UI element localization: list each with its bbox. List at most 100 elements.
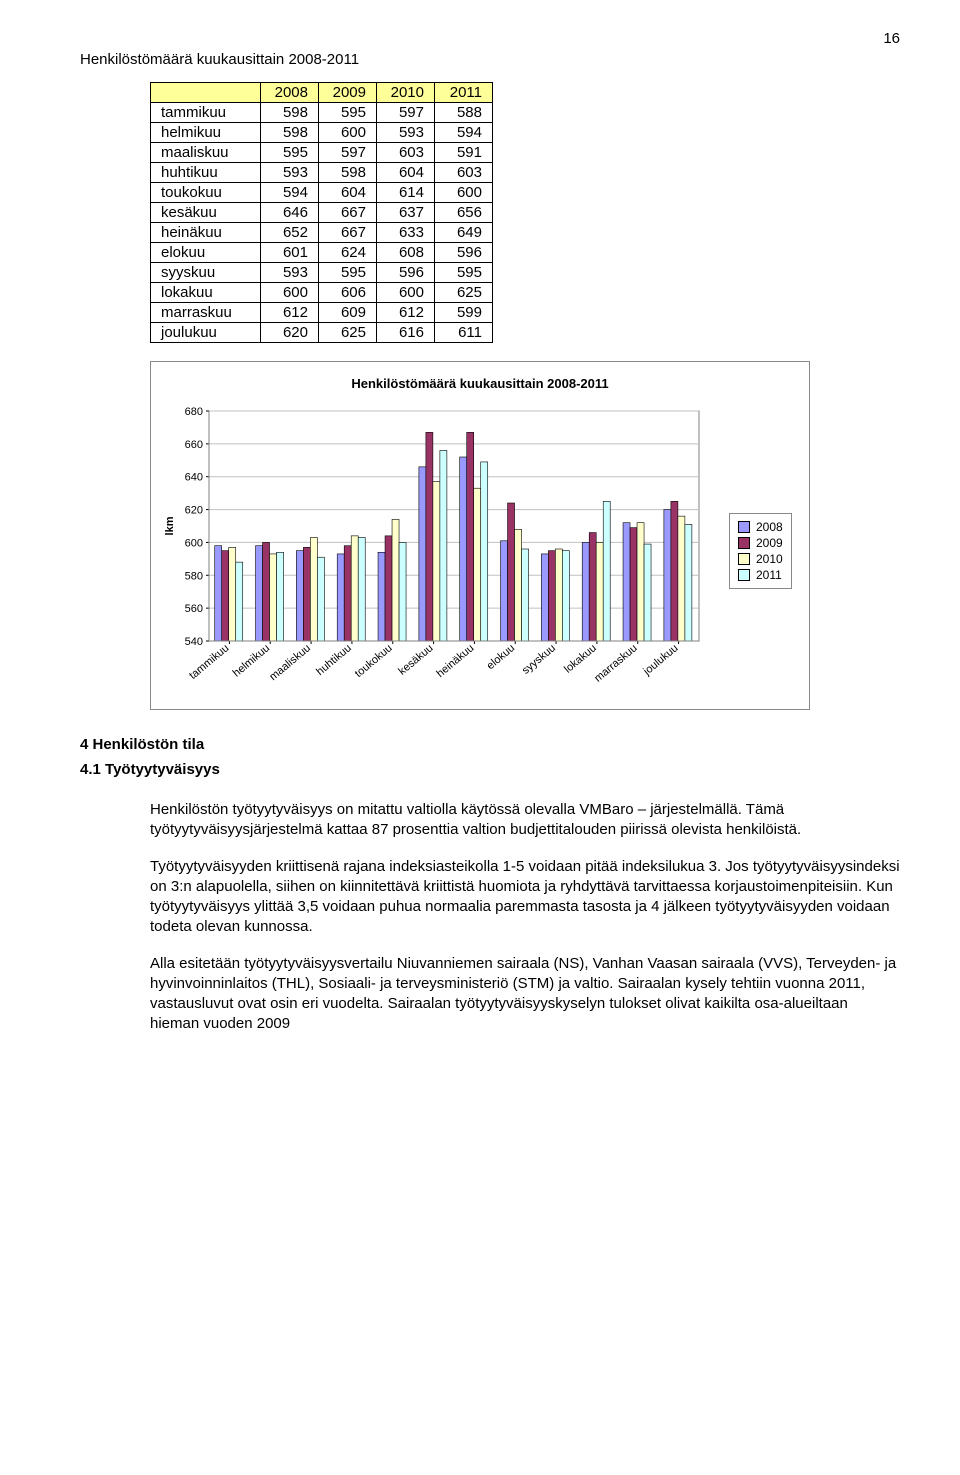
- table-row: syyskuu593595596595: [151, 263, 493, 283]
- table-row: kesäkuu646667637656: [151, 203, 493, 223]
- legend-label: 2011: [756, 568, 782, 582]
- row-label: tammikuu: [151, 103, 261, 123]
- row-label: syyskuu: [151, 263, 261, 283]
- table-cell: 596: [377, 263, 435, 283]
- table-cell: 612: [261, 303, 319, 323]
- svg-text:620: 620: [185, 505, 203, 517]
- table-cell: 609: [319, 303, 377, 323]
- table-cell: 593: [261, 163, 319, 183]
- chart-container: Henkilöstömäärä kuukausittain 2008-2011 …: [150, 361, 810, 710]
- table-cell: 604: [377, 163, 435, 183]
- data-table: 2008 2009 2010 2011 tammikuu598595597588…: [150, 82, 493, 343]
- row-label: helmikuu: [151, 123, 261, 143]
- table-cell: 598: [319, 163, 377, 183]
- table-cell: 608: [377, 243, 435, 263]
- row-label: kesäkuu: [151, 203, 261, 223]
- row-label: toukokuu: [151, 183, 261, 203]
- table-cell: 600: [435, 183, 493, 203]
- table-cell: 596: [435, 243, 493, 263]
- table-cell: 600: [261, 283, 319, 303]
- table-cell: 603: [435, 163, 493, 183]
- svg-text:540: 540: [185, 636, 203, 648]
- legend-item: 2009: [738, 536, 783, 550]
- table-row: toukokuu594604614600: [151, 183, 493, 203]
- svg-text:joulukuu: joulukuu: [641, 642, 681, 678]
- svg-text:heinäkuu: heinäkuu: [434, 642, 476, 680]
- svg-text:lkm: lkm: [164, 516, 176, 535]
- row-label: elokuu: [151, 243, 261, 263]
- svg-text:tammikuu: tammikuu: [187, 642, 231, 682]
- svg-text:660: 660: [185, 439, 203, 451]
- table-cell: 646: [261, 203, 319, 223]
- paragraph: Henkilöstön työtyytyväisyys on mitattu v…: [150, 800, 900, 841]
- section-heading: 4 Henkilöstön tila: [80, 736, 900, 753]
- page-title: Henkilöstömäärä kuukausittain 2008-2011: [80, 51, 900, 68]
- svg-text:maaliskuu: maaliskuu: [267, 642, 313, 683]
- table-cell: 625: [319, 323, 377, 343]
- svg-text:helmikuu: helmikuu: [231, 642, 272, 679]
- svg-text:640: 640: [185, 472, 203, 484]
- svg-text:580: 580: [185, 570, 203, 582]
- table-cell: 601: [261, 243, 319, 263]
- legend-swatch: [738, 569, 750, 581]
- table-cell: 594: [261, 183, 319, 203]
- table-row: joulukuu620625616611: [151, 323, 493, 343]
- chart-title: Henkilöstömäärä kuukausittain 2008-2011: [161, 376, 799, 391]
- svg-text:680: 680: [185, 406, 203, 418]
- page-number: 16: [80, 30, 900, 47]
- svg-text:marraskuu: marraskuu: [592, 642, 640, 685]
- svg-text:lokakuu: lokakuu: [562, 642, 599, 676]
- svg-text:600: 600: [185, 537, 203, 549]
- table-cell: 633: [377, 223, 435, 243]
- table-cell: 595: [319, 263, 377, 283]
- table-cell: 667: [319, 203, 377, 223]
- legend-item: 2011: [738, 568, 783, 582]
- table-cell: 598: [261, 123, 319, 143]
- table-cell: 667: [319, 223, 377, 243]
- table-row: marraskuu612609612599: [151, 303, 493, 323]
- table-cell: 599: [435, 303, 493, 323]
- row-label: heinäkuu: [151, 223, 261, 243]
- body-text: Henkilöstön työtyytyväisyys on mitattu v…: [150, 800, 900, 1035]
- table-cell: 600: [377, 283, 435, 303]
- row-label: joulukuu: [151, 323, 261, 343]
- table-row: tammikuu598595597588: [151, 103, 493, 123]
- table-cell: 598: [261, 103, 319, 123]
- table-cell: 593: [377, 123, 435, 143]
- legend-item: 2010: [738, 552, 783, 566]
- table-corner: [151, 83, 261, 103]
- table-row: lokakuu600606600625: [151, 283, 493, 303]
- legend-label: 2010: [756, 552, 783, 566]
- subsection-heading: 4.1 Työtyytyväisyys: [80, 761, 900, 778]
- svg-text:kesäkuu: kesäkuu: [396, 642, 435, 678]
- table-cell: 600: [319, 123, 377, 143]
- table-cell: 611: [435, 323, 493, 343]
- table-cell: 612: [377, 303, 435, 323]
- paragraph: Alla esitetään työtyytyväisyysvertailu N…: [150, 954, 900, 1035]
- row-label: huhtikuu: [151, 163, 261, 183]
- table-row: maaliskuu595597603591: [151, 143, 493, 163]
- col-header: 2011: [435, 83, 493, 103]
- bar-chart: 540560580600620640660680lkmtammikuuhelmi…: [161, 401, 721, 701]
- svg-text:toukokuu: toukokuu: [353, 642, 395, 680]
- row-label: marraskuu: [151, 303, 261, 323]
- table-cell: 614: [377, 183, 435, 203]
- table-cell: 595: [435, 263, 493, 283]
- table-cell: 588: [435, 103, 493, 123]
- table-cell: 624: [319, 243, 377, 263]
- svg-text:elokuu: elokuu: [485, 642, 518, 672]
- table-row: elokuu601624608596: [151, 243, 493, 263]
- table-cell: 649: [435, 223, 493, 243]
- table-cell: 595: [261, 143, 319, 163]
- table-row: helmikuu598600593594: [151, 123, 493, 143]
- table-cell: 652: [261, 223, 319, 243]
- row-label: maaliskuu: [151, 143, 261, 163]
- legend-label: 2009: [756, 536, 783, 550]
- table-cell: 604: [319, 183, 377, 203]
- chart-legend: 2008 2009 2010 2011: [729, 513, 792, 589]
- legend-item: 2008: [738, 520, 783, 534]
- table-cell: 606: [319, 283, 377, 303]
- table-cell: 603: [377, 143, 435, 163]
- col-header: 2009: [319, 83, 377, 103]
- table-cell: 620: [261, 323, 319, 343]
